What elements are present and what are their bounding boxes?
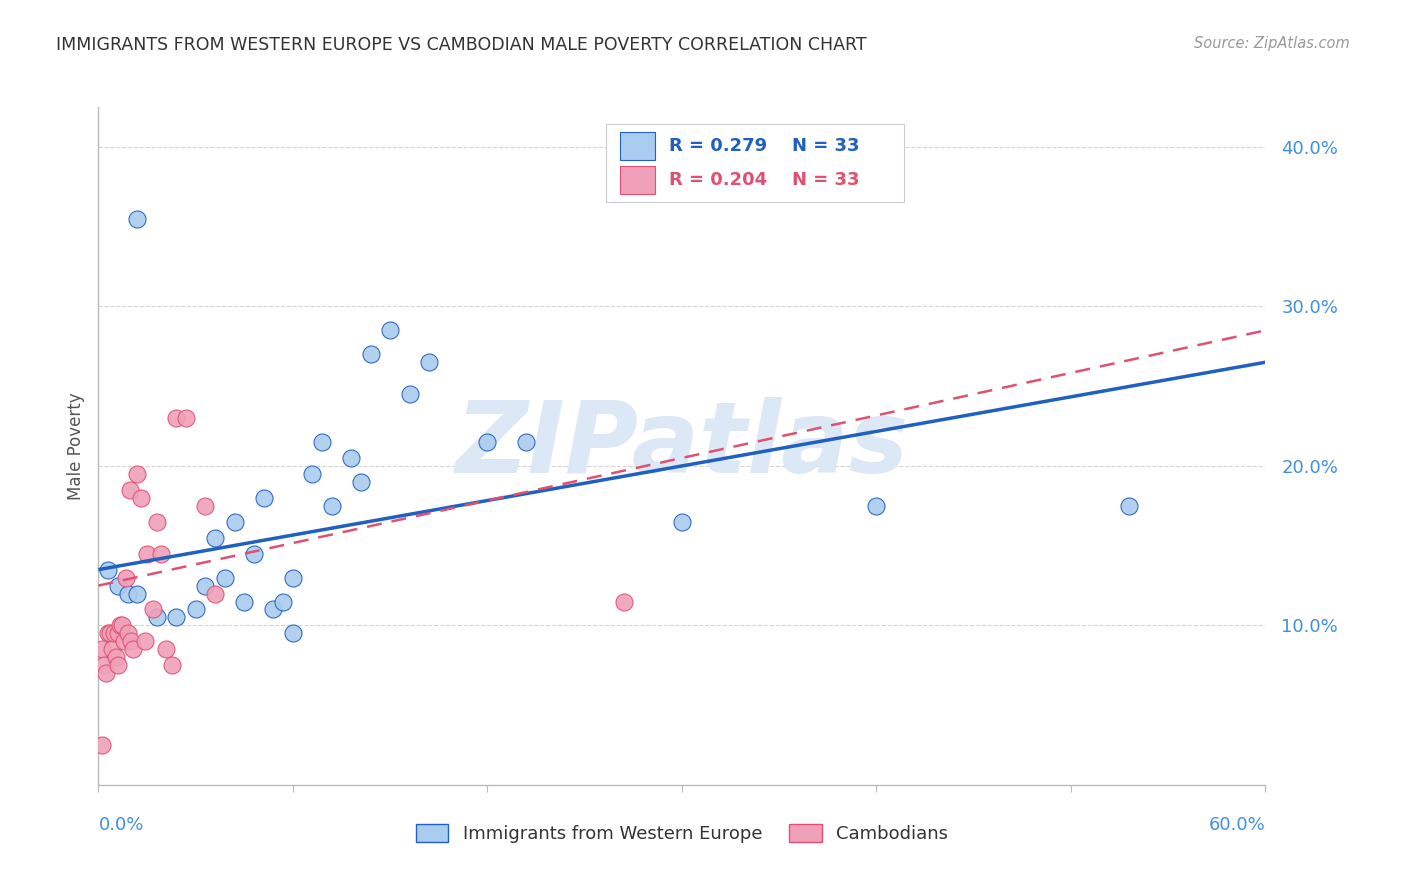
- Point: [155, 642, 177, 657]
- Legend: Immigrants from Western Europe, Cambodians: Immigrants from Western Europe, Cambodia…: [409, 817, 955, 850]
- Point: [91, 738, 114, 752]
- Point: [142, 602, 165, 616]
- Point: [118, 483, 141, 497]
- Point: [224, 515, 246, 529]
- Point: [107, 578, 129, 592]
- Y-axis label: Male Poverty: Male Poverty: [66, 392, 84, 500]
- Point: [194, 578, 217, 592]
- Point: [91, 642, 114, 657]
- Point: [340, 450, 363, 465]
- Point: [477, 435, 499, 450]
- Point: [127, 586, 149, 600]
- FancyBboxPatch shape: [606, 124, 904, 202]
- Point: [149, 547, 172, 561]
- Text: 60.0%: 60.0%: [1209, 816, 1265, 834]
- FancyBboxPatch shape: [620, 132, 655, 160]
- Text: 0.0%: 0.0%: [98, 816, 143, 834]
- FancyBboxPatch shape: [620, 166, 655, 194]
- Point: [360, 347, 382, 361]
- Text: R = 0.279: R = 0.279: [669, 136, 768, 155]
- Point: [96, 666, 118, 681]
- Point: [97, 563, 120, 577]
- Point: [111, 618, 134, 632]
- Point: [165, 411, 187, 425]
- Point: [1118, 499, 1140, 513]
- Point: [98, 626, 121, 640]
- Point: [204, 586, 226, 600]
- Point: [117, 626, 139, 640]
- Point: [127, 467, 149, 481]
- Point: [93, 658, 115, 673]
- Point: [194, 499, 217, 513]
- Point: [104, 650, 127, 665]
- Point: [262, 602, 284, 616]
- Point: [321, 499, 343, 513]
- Point: [174, 411, 197, 425]
- Point: [398, 387, 420, 401]
- Point: [515, 435, 537, 450]
- Point: [418, 355, 440, 369]
- Point: [108, 618, 131, 632]
- Point: [146, 610, 169, 624]
- Point: [243, 547, 266, 561]
- Point: [107, 626, 129, 640]
- Point: [271, 594, 294, 608]
- Point: [122, 642, 145, 657]
- Text: ZIPatlas: ZIPatlas: [456, 398, 908, 494]
- Point: [671, 515, 693, 529]
- Point: [613, 594, 636, 608]
- Point: [253, 491, 276, 505]
- Point: [103, 626, 125, 640]
- Point: [101, 642, 124, 657]
- Point: [121, 634, 143, 648]
- Text: R = 0.204: R = 0.204: [669, 171, 768, 189]
- Point: [112, 634, 135, 648]
- Point: [281, 626, 304, 640]
- Point: [301, 467, 323, 481]
- Point: [97, 626, 120, 640]
- Text: Source: ZipAtlas.com: Source: ZipAtlas.com: [1194, 36, 1350, 51]
- Point: [117, 586, 139, 600]
- Text: N = 33: N = 33: [792, 136, 859, 155]
- Point: [380, 323, 402, 337]
- Text: IMMIGRANTS FROM WESTERN EUROPE VS CAMBODIAN MALE POVERTY CORRELATION CHART: IMMIGRANTS FROM WESTERN EUROPE VS CAMBOD…: [56, 36, 868, 54]
- Point: [114, 571, 136, 585]
- Point: [350, 475, 373, 489]
- Point: [134, 634, 156, 648]
- Point: [165, 610, 187, 624]
- Point: [214, 571, 236, 585]
- Point: [233, 594, 256, 608]
- Point: [184, 602, 207, 616]
- Point: [162, 658, 184, 673]
- Point: [311, 435, 333, 450]
- Point: [146, 515, 169, 529]
- Point: [127, 211, 149, 226]
- Text: N = 33: N = 33: [792, 171, 859, 189]
- Point: [281, 571, 304, 585]
- Point: [136, 547, 159, 561]
- Point: [129, 491, 152, 505]
- Point: [865, 499, 887, 513]
- Point: [204, 531, 226, 545]
- Point: [107, 658, 129, 673]
